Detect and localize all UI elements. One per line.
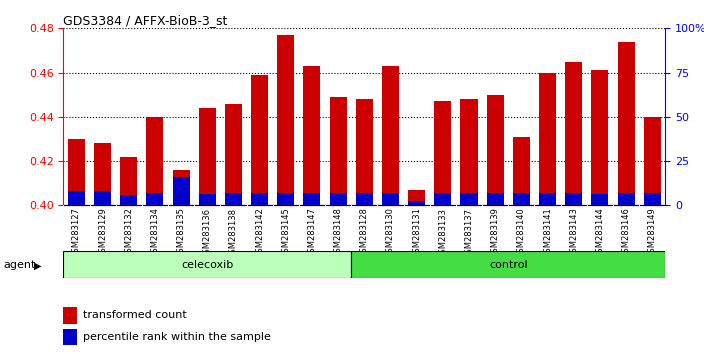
Bar <box>329 193 346 205</box>
Text: GSM283131: GSM283131 <box>412 207 421 258</box>
Bar <box>277 35 294 205</box>
Text: GSM283146: GSM283146 <box>622 207 631 258</box>
Bar <box>68 191 85 205</box>
Bar <box>486 193 503 205</box>
Bar <box>120 195 137 205</box>
Text: GSM283137: GSM283137 <box>465 207 474 258</box>
Bar <box>382 66 399 205</box>
Text: GSM283128: GSM283128 <box>360 207 369 258</box>
Bar <box>68 139 85 205</box>
Bar <box>486 95 503 205</box>
Text: GSM283136: GSM283136 <box>203 207 212 258</box>
Text: GSM283148: GSM283148 <box>334 207 343 258</box>
Text: GSM283144: GSM283144 <box>596 207 604 258</box>
Text: transformed count: transformed count <box>82 310 187 320</box>
Text: GSM283132: GSM283132 <box>125 207 133 258</box>
Bar <box>591 70 608 205</box>
Text: GSM283141: GSM283141 <box>543 207 552 258</box>
Bar <box>63 329 77 345</box>
Bar <box>199 108 216 205</box>
Bar <box>565 193 582 205</box>
Text: GSM283135: GSM283135 <box>177 207 186 258</box>
Bar <box>356 193 373 205</box>
Bar <box>382 193 399 205</box>
Text: GSM283133: GSM283133 <box>439 207 447 258</box>
Bar <box>329 97 346 205</box>
Text: GSM283139: GSM283139 <box>491 207 500 258</box>
Bar <box>277 193 294 205</box>
Text: GSM283140: GSM283140 <box>517 207 526 258</box>
Bar <box>643 117 660 205</box>
Bar <box>94 143 111 205</box>
Text: percentile rank within the sample: percentile rank within the sample <box>82 332 270 342</box>
Text: ▶: ▶ <box>34 261 42 270</box>
Bar <box>434 101 451 205</box>
Bar <box>565 62 582 205</box>
Text: GSM283145: GSM283145 <box>282 207 290 258</box>
Bar <box>351 251 665 278</box>
Bar <box>434 193 451 205</box>
Bar <box>146 193 163 205</box>
Bar <box>225 104 242 205</box>
Text: GDS3384 / AFFX-BioB-3_st: GDS3384 / AFFX-BioB-3_st <box>63 14 227 27</box>
Text: GSM283127: GSM283127 <box>72 207 81 258</box>
Bar <box>460 193 477 205</box>
Bar <box>303 66 320 205</box>
Text: GSM283129: GSM283129 <box>98 207 107 258</box>
Text: GSM283130: GSM283130 <box>386 207 395 258</box>
Bar <box>591 194 608 205</box>
Bar <box>251 75 268 205</box>
Bar <box>617 42 634 205</box>
Text: GSM283134: GSM283134 <box>151 207 160 258</box>
Text: GSM283138: GSM283138 <box>229 207 238 258</box>
Bar <box>303 193 320 205</box>
Bar <box>539 193 556 205</box>
Bar <box>63 307 77 324</box>
Bar <box>460 99 477 205</box>
Text: GSM283142: GSM283142 <box>255 207 264 258</box>
Bar <box>356 99 373 205</box>
Bar <box>617 193 634 205</box>
Bar <box>643 193 660 205</box>
Bar <box>146 117 163 205</box>
Bar <box>408 190 425 205</box>
Text: GSM283147: GSM283147 <box>308 207 317 258</box>
Bar <box>199 194 216 205</box>
Bar <box>513 137 530 205</box>
Bar <box>539 73 556 205</box>
Bar <box>63 251 351 278</box>
Text: GSM283143: GSM283143 <box>569 207 578 258</box>
Bar <box>120 157 137 205</box>
Text: celecoxib: celecoxib <box>181 259 234 270</box>
Bar <box>251 193 268 205</box>
Bar <box>513 193 530 205</box>
Text: GSM283149: GSM283149 <box>648 207 657 258</box>
Bar <box>408 201 425 205</box>
Bar <box>94 191 111 205</box>
Text: agent: agent <box>4 261 36 270</box>
Bar <box>225 193 242 205</box>
Bar <box>172 170 189 205</box>
Text: control: control <box>489 259 527 270</box>
Bar <box>172 177 189 205</box>
